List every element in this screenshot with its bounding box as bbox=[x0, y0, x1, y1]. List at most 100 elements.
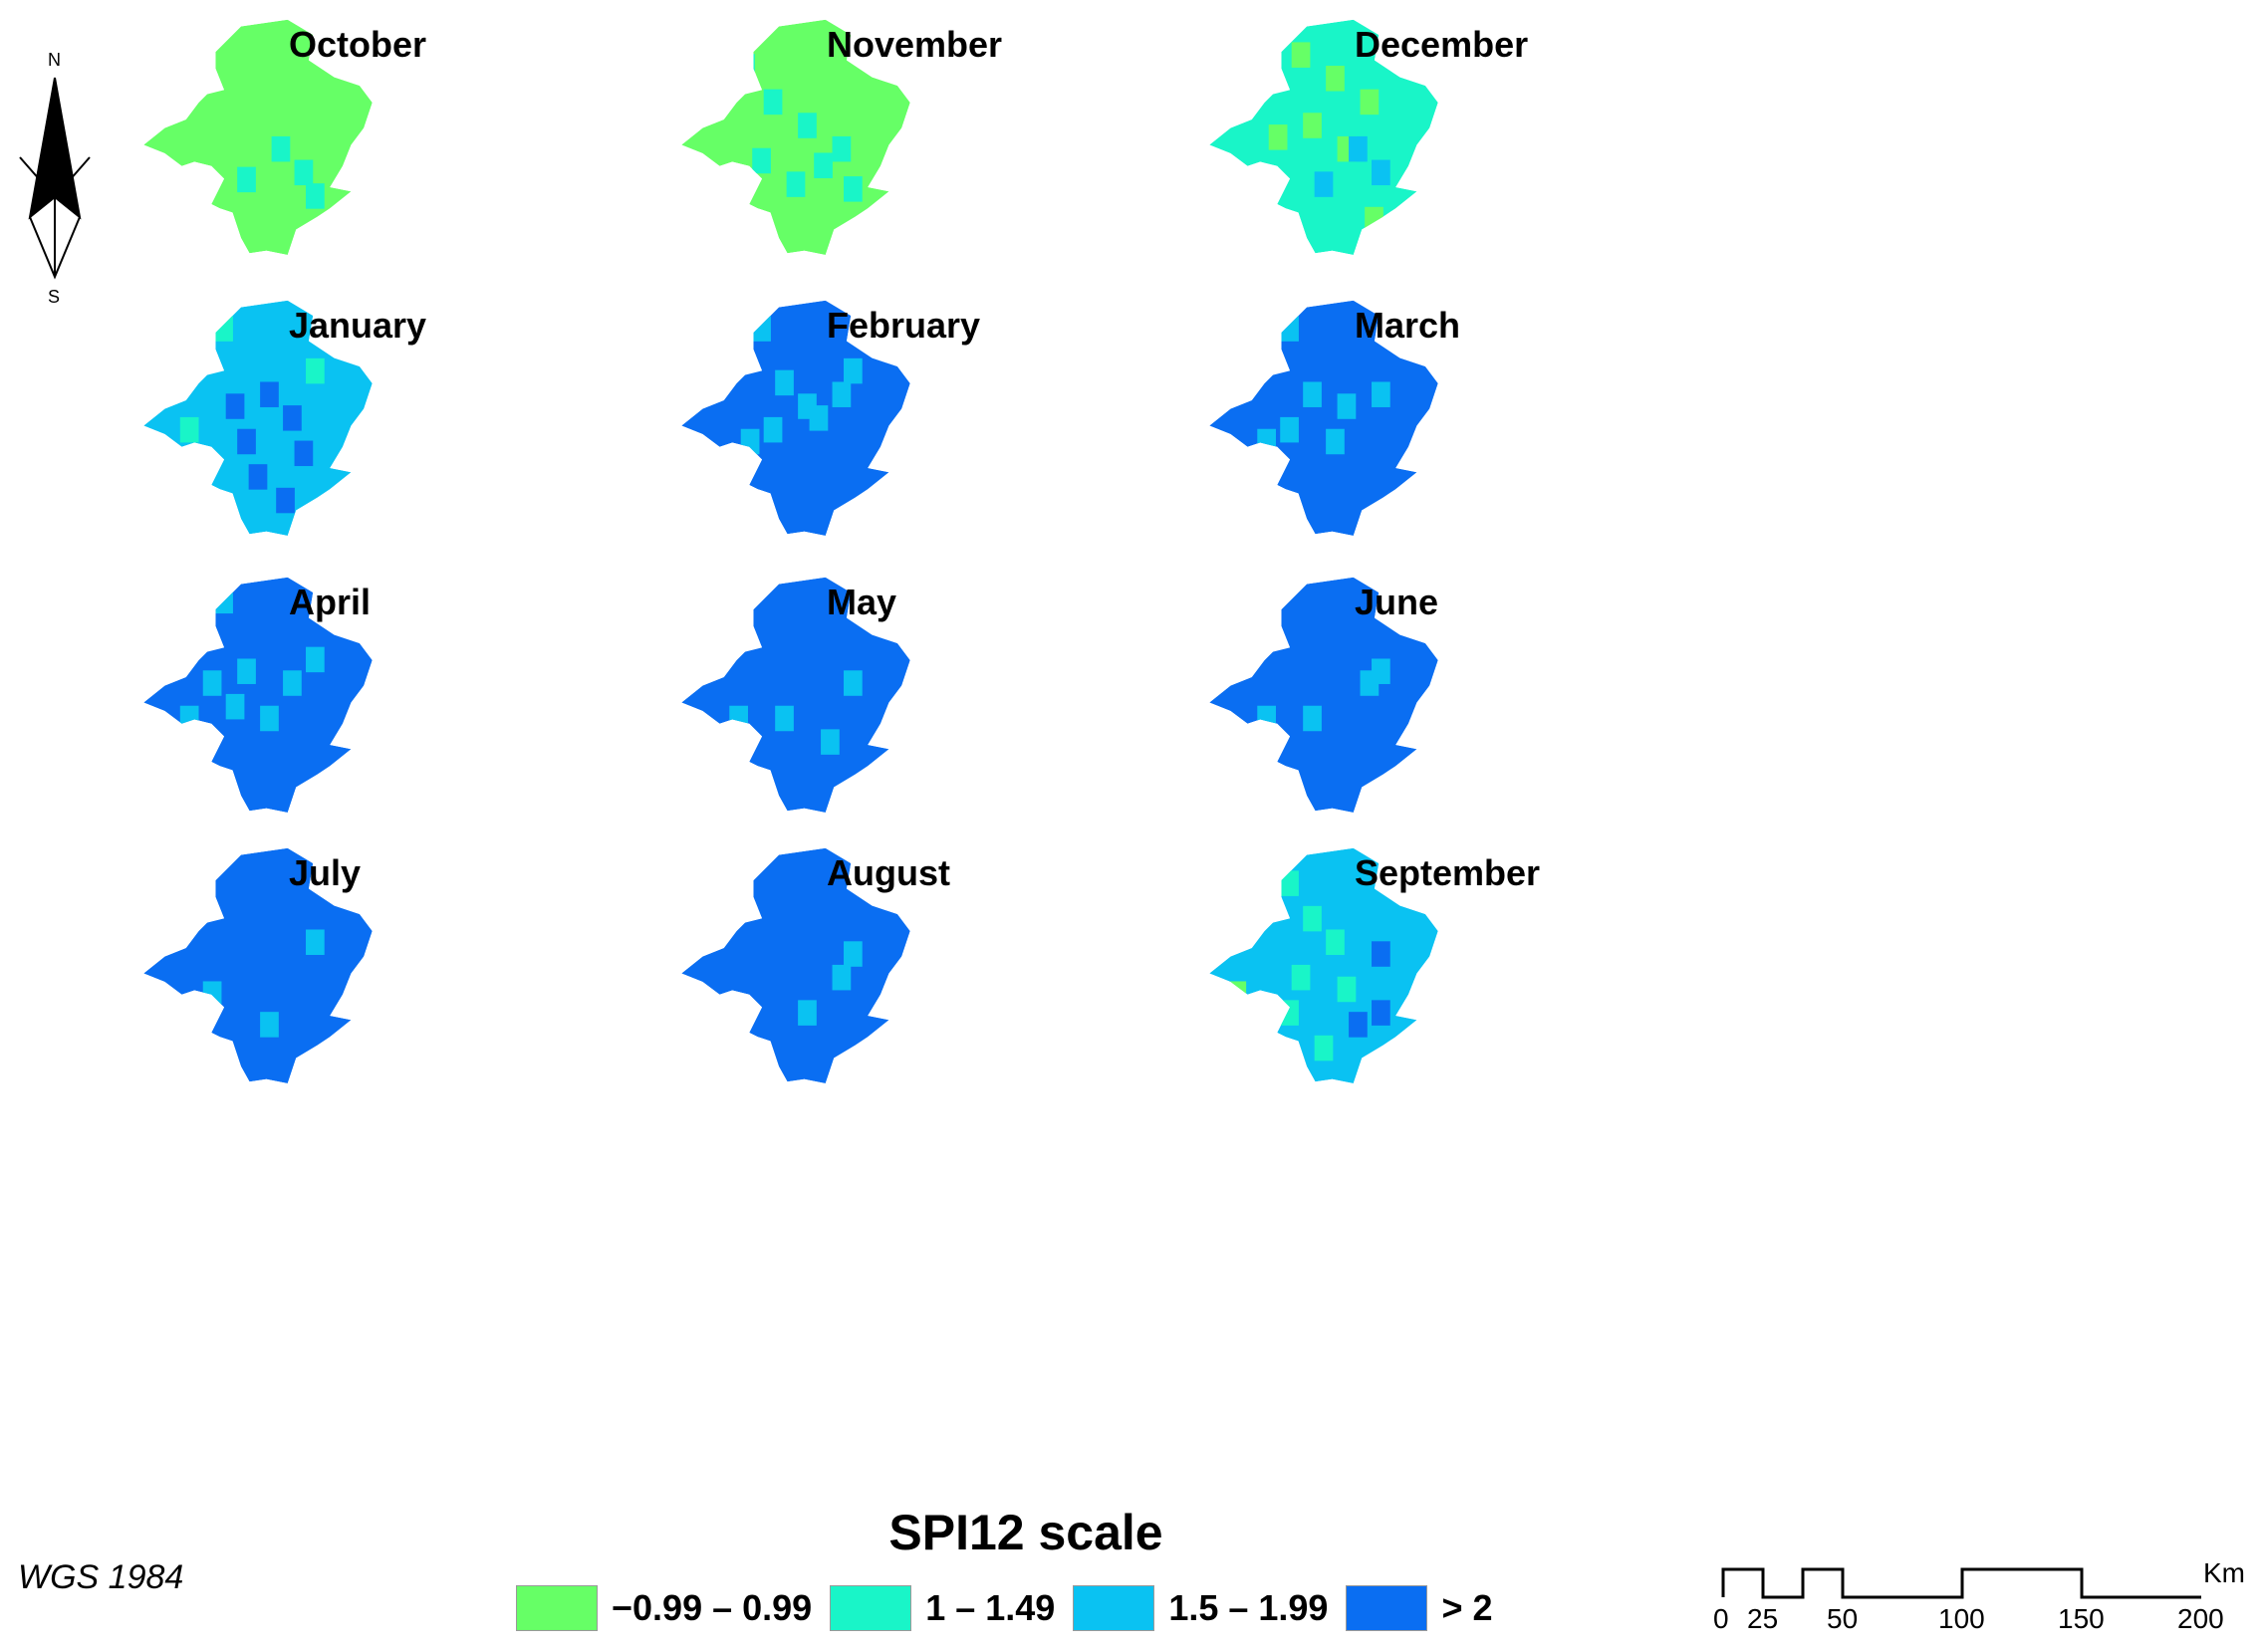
spi-cell bbox=[260, 381, 279, 407]
panel-month-title: March bbox=[1355, 305, 1461, 346]
spi-cell bbox=[237, 658, 256, 684]
spi-cell bbox=[306, 929, 325, 955]
legend-item: 1.5 – 1.99 bbox=[1073, 1585, 1328, 1631]
spi-cell bbox=[294, 159, 314, 186]
legend-label: −0.99 – 0.99 bbox=[612, 1587, 813, 1628]
map-panel-july: July bbox=[139, 846, 697, 1225]
spi-cell bbox=[752, 316, 771, 342]
north-arrow-graphic bbox=[19, 77, 91, 280]
north-label: N bbox=[48, 50, 61, 70]
panel-month-title: June bbox=[1355, 582, 1439, 622]
spi-cell bbox=[832, 964, 852, 991]
spi-cell bbox=[786, 171, 806, 197]
scale-tick-label: 0 bbox=[1713, 1603, 1729, 1634]
map-panel-february: February bbox=[677, 299, 1235, 677]
spi-cell bbox=[214, 588, 233, 614]
legend-label: > 2 bbox=[1441, 1587, 1493, 1628]
legend-swatch bbox=[1346, 1585, 1428, 1631]
legend-swatch bbox=[830, 1585, 912, 1631]
region-map bbox=[681, 19, 910, 256]
spi-cell bbox=[844, 176, 863, 202]
region-map bbox=[143, 300, 373, 537]
spi-cell bbox=[260, 705, 279, 732]
spi-cell bbox=[1372, 941, 1390, 967]
spi-cell bbox=[798, 113, 817, 138]
spi-cell bbox=[752, 147, 771, 174]
north-arrow-icon: N S bbox=[10, 48, 100, 317]
spi-cell bbox=[1372, 1000, 1390, 1026]
scale-tick-label: 50 bbox=[1827, 1603, 1859, 1634]
scale-tick-label: 25 bbox=[1747, 1603, 1779, 1634]
spi-cell bbox=[306, 357, 325, 384]
spi-cell bbox=[1326, 66, 1345, 92]
spi-cell bbox=[248, 464, 268, 490]
spi-cell bbox=[1303, 705, 1322, 732]
spi-cell bbox=[283, 670, 302, 696]
map-panel-march: March bbox=[1205, 299, 1763, 677]
spi-cell bbox=[775, 369, 794, 396]
spi-cell bbox=[1349, 135, 1368, 162]
spi-cell bbox=[237, 428, 256, 455]
scale-tick-label: 200 bbox=[2177, 1603, 2224, 1634]
spi-cell bbox=[1337, 393, 1357, 419]
spi-cell bbox=[763, 89, 783, 116]
spi-cell bbox=[844, 670, 863, 696]
map-panel-may: May bbox=[677, 576, 1235, 954]
scale-unit-label: Km bbox=[2203, 1557, 2245, 1588]
legend-title: SPI12 scale bbox=[888, 1505, 1163, 1560]
region-map bbox=[681, 847, 910, 1084]
legend-label: 1.5 – 1.99 bbox=[1168, 1587, 1329, 1628]
region-fill bbox=[143, 577, 373, 814]
region-fill bbox=[143, 847, 373, 1084]
spi-cell bbox=[1314, 1035, 1334, 1062]
region-fill bbox=[681, 577, 910, 814]
region-map bbox=[681, 300, 910, 537]
region-map bbox=[143, 19, 373, 256]
scale-tick-label: 100 bbox=[1938, 1603, 1985, 1634]
spi-cell bbox=[1291, 964, 1311, 991]
spi-cell bbox=[1360, 89, 1380, 116]
spi-cell bbox=[775, 705, 794, 732]
spi-cell bbox=[179, 705, 199, 732]
spi-cell bbox=[1326, 929, 1345, 955]
spi-cell bbox=[1280, 316, 1299, 342]
spi-cell bbox=[1372, 381, 1390, 407]
region-map bbox=[143, 577, 373, 814]
panel-month-title: May bbox=[827, 582, 897, 622]
map-panel-november: November bbox=[677, 18, 1235, 396]
spi-cell bbox=[1314, 171, 1334, 197]
panel-month-title: October bbox=[289, 24, 427, 65]
spi-cell bbox=[1280, 1000, 1299, 1026]
spi-cell bbox=[844, 941, 863, 967]
spi-cell bbox=[763, 416, 783, 443]
legend-item: 1 – 1.49 bbox=[830, 1585, 1055, 1631]
region-map bbox=[1209, 847, 1438, 1084]
panel-month-title: November bbox=[827, 24, 1003, 65]
datum-label: WGS 1984 bbox=[18, 1558, 184, 1596]
spi-cell bbox=[202, 981, 222, 1007]
spi-cell bbox=[1360, 670, 1380, 696]
spi-cell bbox=[1303, 381, 1322, 407]
scale-bar: 0 25 50 100 150 200 Km bbox=[1683, 1549, 2245, 1649]
spi-cell bbox=[225, 693, 245, 720]
spi-cell bbox=[1372, 159, 1390, 186]
map-panel-june: June bbox=[1205, 576, 1763, 954]
spi-cell bbox=[729, 705, 748, 732]
spi-cell bbox=[1268, 124, 1288, 150]
spi-cell bbox=[179, 416, 199, 443]
region-map bbox=[1209, 577, 1438, 814]
spi-cell bbox=[1257, 705, 1276, 732]
legend-item: > 2 bbox=[1346, 1585, 1493, 1631]
panel-month-title: September bbox=[1355, 852, 1541, 893]
legend-swatch bbox=[1073, 1585, 1155, 1631]
spi-cell bbox=[821, 729, 840, 755]
spi-cell bbox=[1257, 428, 1276, 455]
spi-cell bbox=[1326, 428, 1345, 455]
region-map bbox=[681, 577, 910, 814]
spi-cell bbox=[1291, 42, 1311, 68]
spi-cell bbox=[214, 316, 233, 342]
spi-cell bbox=[237, 166, 256, 193]
map-panel-december: December bbox=[1205, 18, 1763, 396]
